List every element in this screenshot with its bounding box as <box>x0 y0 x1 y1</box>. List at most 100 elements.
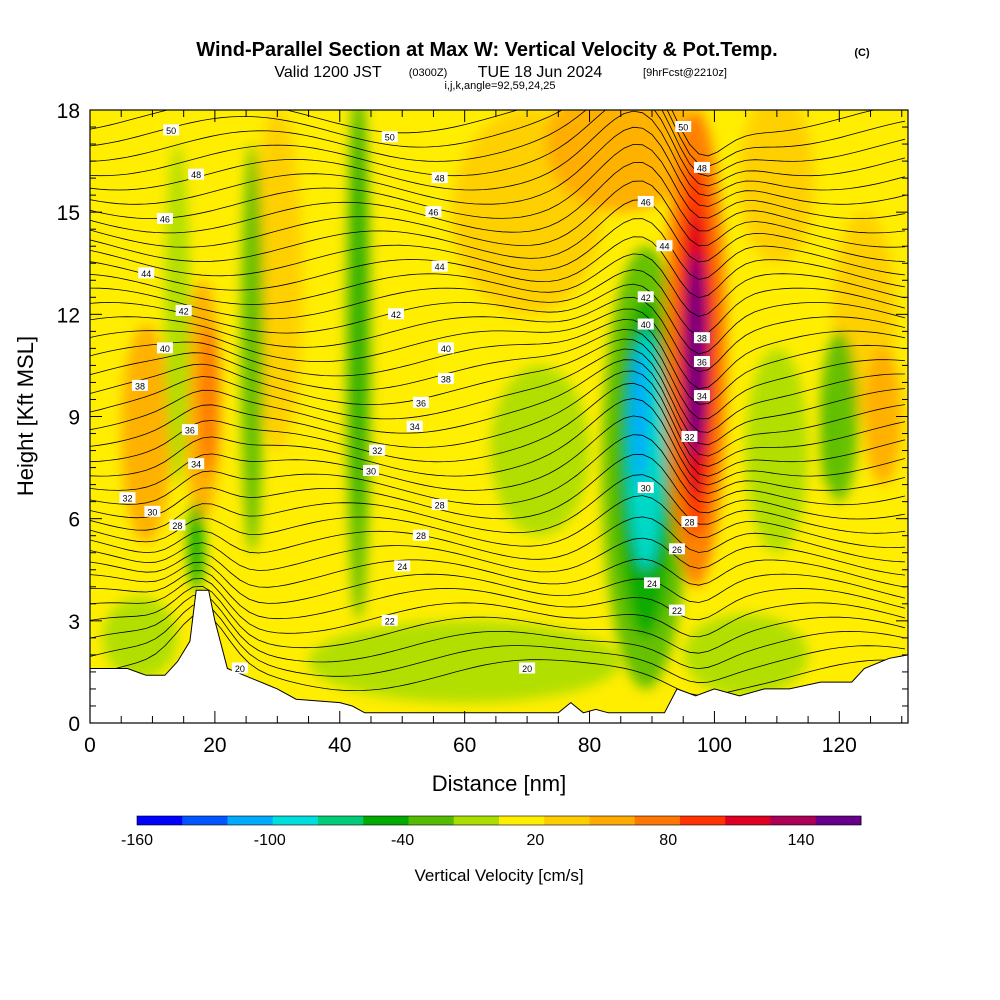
theta-isoline <box>90 537 905 576</box>
valid-date: TUE 18 Jun 2024 <box>478 64 603 81</box>
colorbar-tick-label: -40 <box>391 832 414 849</box>
y-axis-label: Height [Kft MSL] <box>13 336 38 496</box>
contour-label-bg <box>138 267 155 279</box>
y-tick-label: 12 <box>57 304 80 327</box>
theta-isoline <box>90 126 905 207</box>
x-tick-label: 60 <box>453 734 476 757</box>
contour-label-group: 28 <box>431 499 448 511</box>
velocity-blob <box>820 331 859 502</box>
contour-label: 24 <box>397 562 407 572</box>
section-params: i,j,k,angle=92,59,24,25 <box>444 80 555 92</box>
contour-label: 36 <box>697 358 707 368</box>
theta-isoline <box>90 328 905 420</box>
contour-label-bg <box>144 505 161 517</box>
y-tick-label: 3 <box>68 611 80 634</box>
contour-label: 42 <box>641 293 651 303</box>
contour-label-bg <box>231 662 248 674</box>
contour-label-group: 46 <box>425 206 442 218</box>
contour-label-bg <box>381 614 398 626</box>
contour-label-group: 30 <box>362 464 379 476</box>
theta-isoline <box>90 594 905 670</box>
contour-label-group: 40 <box>156 342 173 354</box>
plot-area: 50 48 46 44 42 40 38 36 34 32 30 28 50 48 46 44 42 40 38 36… <box>90 110 908 723</box>
contour-label-group: 44 <box>138 267 155 279</box>
colorbar-swatch <box>318 816 364 825</box>
contour-label-bg <box>188 168 205 180</box>
contour-label-bg <box>693 161 710 173</box>
contour-label: 28 <box>684 518 694 528</box>
velocity-field <box>102 110 902 703</box>
contour-label: 48 <box>191 170 201 180</box>
theta-isoline <box>90 283 906 355</box>
contour-label-group: 36 <box>693 356 710 368</box>
theta-isoline <box>90 318 905 405</box>
contour-label-group: 42 <box>637 291 654 303</box>
contour-label: 26 <box>672 545 682 555</box>
contour-label: 32 <box>684 432 694 442</box>
contour-label-bg <box>163 124 180 136</box>
contour-label-group: 28 <box>169 519 186 531</box>
contour-label: 32 <box>122 494 132 504</box>
contour-label-group: 42 <box>175 304 192 316</box>
colorbar-swatch <box>137 816 183 825</box>
colorbar-tick-label: -160 <box>121 832 153 849</box>
contour-label-group: 50 <box>381 131 398 143</box>
chart-title-block: Wind-Parallel Section at Max W: Vertical… <box>196 39 870 92</box>
colorbar-swatch <box>589 816 636 825</box>
theta-isoline <box>90 561 905 604</box>
contour-label: 34 <box>191 460 201 470</box>
colorbar-swatch <box>408 816 455 825</box>
theta-isoline <box>90 143 905 220</box>
theta-isoline <box>90 180 905 248</box>
colorbar-tick-label: 140 <box>788 832 815 849</box>
contour-label-group: 30 <box>637 482 654 494</box>
velocity-blob <box>308 620 621 703</box>
y-tick-label: 9 <box>68 407 80 430</box>
contour-label-bg <box>668 543 685 555</box>
theta-isoline <box>90 570 906 621</box>
contour-label-bg <box>131 379 148 391</box>
colorbar-swatch <box>272 816 319 825</box>
contour-label: 34 <box>697 392 707 402</box>
contour-label-group: 50 <box>163 124 180 136</box>
valid-prefix: Valid 1200 JST <box>274 64 382 81</box>
contour-label-bg <box>637 195 654 207</box>
contour-label: 46 <box>428 208 438 218</box>
theta-isoline <box>90 296 905 373</box>
contour-label-bg <box>681 516 698 528</box>
colorbar-swatch <box>363 816 409 825</box>
contour-label: 40 <box>441 344 451 354</box>
theta-isoline <box>90 199 905 263</box>
contour-label-bg <box>412 396 429 408</box>
contour-label-group: 38 <box>437 373 454 385</box>
contour-label-bg <box>668 604 685 616</box>
theta-isoline <box>90 338 905 433</box>
theta-isoline <box>90 602 905 684</box>
contour-label: 48 <box>435 174 445 184</box>
contour-label-group: 40 <box>437 342 454 354</box>
contour-label-group: 44 <box>431 260 448 272</box>
contour-label-group: 20 <box>519 662 536 674</box>
velocity-blob <box>414 314 515 519</box>
theta-isoline <box>90 162 905 234</box>
contour-label: 34 <box>410 422 420 432</box>
contour-label-bg <box>693 332 710 344</box>
theta-isoline <box>90 612 905 697</box>
contour-label: 30 <box>147 507 157 517</box>
colorbar-swatch <box>544 816 590 825</box>
contour-labels: 50 48 46 44 42 40 38 36 34 32 30 28 50 48 46 44 42 40 38 36… <box>119 121 710 674</box>
theta-isoline <box>90 110 876 157</box>
x-tick-label: 20 <box>203 734 226 757</box>
contour-label: 38 <box>441 375 451 385</box>
colorbar-swatch <box>770 816 817 825</box>
contour-label: 44 <box>141 269 151 279</box>
theta-isoline <box>90 552 905 588</box>
contour-label-bg <box>431 260 448 272</box>
contour-label-bg <box>425 206 442 218</box>
velocity-blob <box>683 614 809 696</box>
contour-label-group: 48 <box>693 161 710 173</box>
contour-label-group: 34 <box>406 420 423 432</box>
x-tick-label: 120 <box>822 734 857 757</box>
colorbar-swatch <box>453 816 500 825</box>
contour-label-group: 32 <box>681 430 698 442</box>
